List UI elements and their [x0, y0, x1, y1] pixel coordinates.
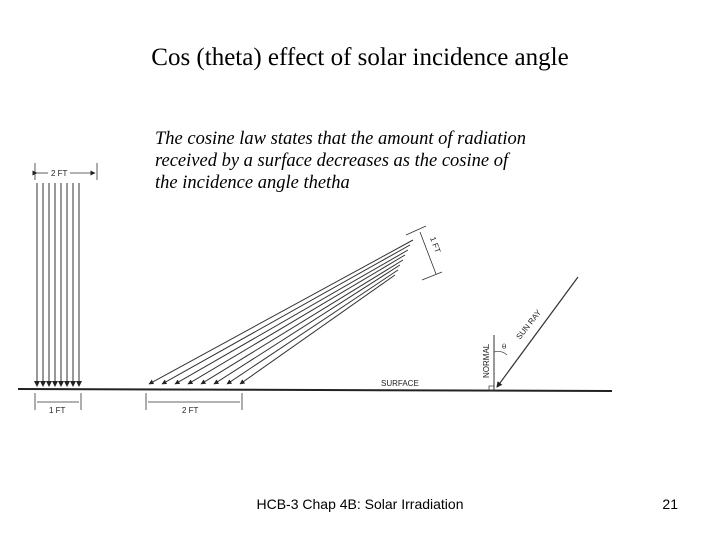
bottom-right-dimension-label: 2 FT	[182, 406, 199, 415]
note-line-3: the incidence angle thetha	[155, 173, 350, 193]
top-dimension	[32, 163, 98, 180]
sun-ray-label: SUN RAY	[514, 308, 543, 342]
note-line-2: received by a surface decreases as the c…	[155, 151, 509, 171]
bottom-left-dimension-label: 1 FT	[49, 406, 66, 415]
bottom-right-dimension	[145, 393, 243, 410]
slide-footer: HCB-3 Chap 4B: Solar Irradiation	[256, 496, 464, 512]
note-line-1: The cosine law states that the amount of…	[155, 129, 527, 149]
cosine-law-note: The cosine law states that the amount of…	[155, 128, 575, 194]
theta-label: θ	[502, 343, 506, 351]
surface-line	[17, 388, 613, 392]
slanted-dimension-label: 1 FT	[428, 236, 442, 255]
vertical-rays	[34, 183, 82, 387]
slanted-rays	[148, 239, 414, 385]
top-dimension-label: 2 FT	[51, 169, 68, 178]
page-number: 21	[662, 496, 678, 512]
normal-label: NORMAL	[482, 343, 491, 378]
surface-label: SURFACE	[381, 379, 419, 388]
theta-arc	[493, 351, 508, 356]
right-angle-mark	[488, 385, 495, 392]
slide-title: Cos (theta) effect of solar incidence an…	[151, 44, 569, 71]
sun-ray-line	[496, 276, 579, 388]
slanted-dimension	[405, 225, 443, 281]
bottom-left-dimension	[34, 393, 82, 410]
